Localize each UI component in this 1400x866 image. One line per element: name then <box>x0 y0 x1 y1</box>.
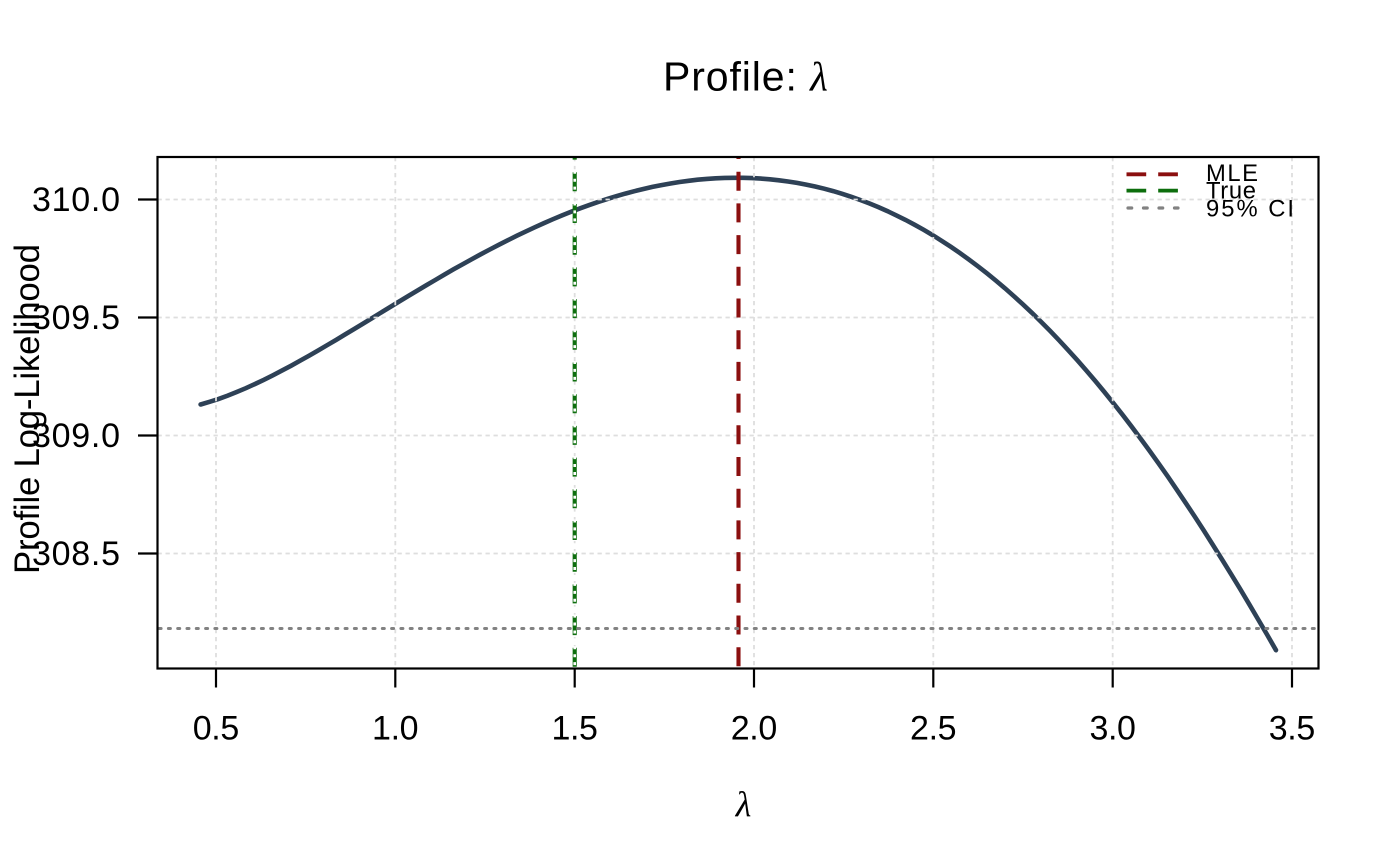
svg-text:1.0: 1.0 <box>372 710 419 748</box>
svg-text:3.5: 3.5 <box>1269 710 1316 748</box>
svg-text:MLE: MLE <box>1206 160 1258 187</box>
svg-text:95% CI: 95% CI <box>1206 195 1294 222</box>
svg-text:3.0: 3.0 <box>1089 710 1136 748</box>
svg-text:310.0: 310.0 <box>32 181 120 219</box>
svg-text:Profile: λ: Profile: λ <box>663 54 829 100</box>
svg-text:2.5: 2.5 <box>910 710 957 748</box>
svg-text:0.5: 0.5 <box>193 710 240 748</box>
svg-text:308.5: 308.5 <box>32 535 120 573</box>
svg-text:309.5: 309.5 <box>32 299 120 337</box>
svg-text:2.0: 2.0 <box>731 710 778 748</box>
svg-text:True: True <box>1206 178 1256 205</box>
svg-text:1.5: 1.5 <box>551 710 598 748</box>
svg-text:309.0: 309.0 <box>32 417 120 455</box>
svg-text:Profile Log-Likelihood: Profile Log-Likelihood <box>8 244 47 574</box>
svg-text:λ: λ <box>735 785 752 825</box>
